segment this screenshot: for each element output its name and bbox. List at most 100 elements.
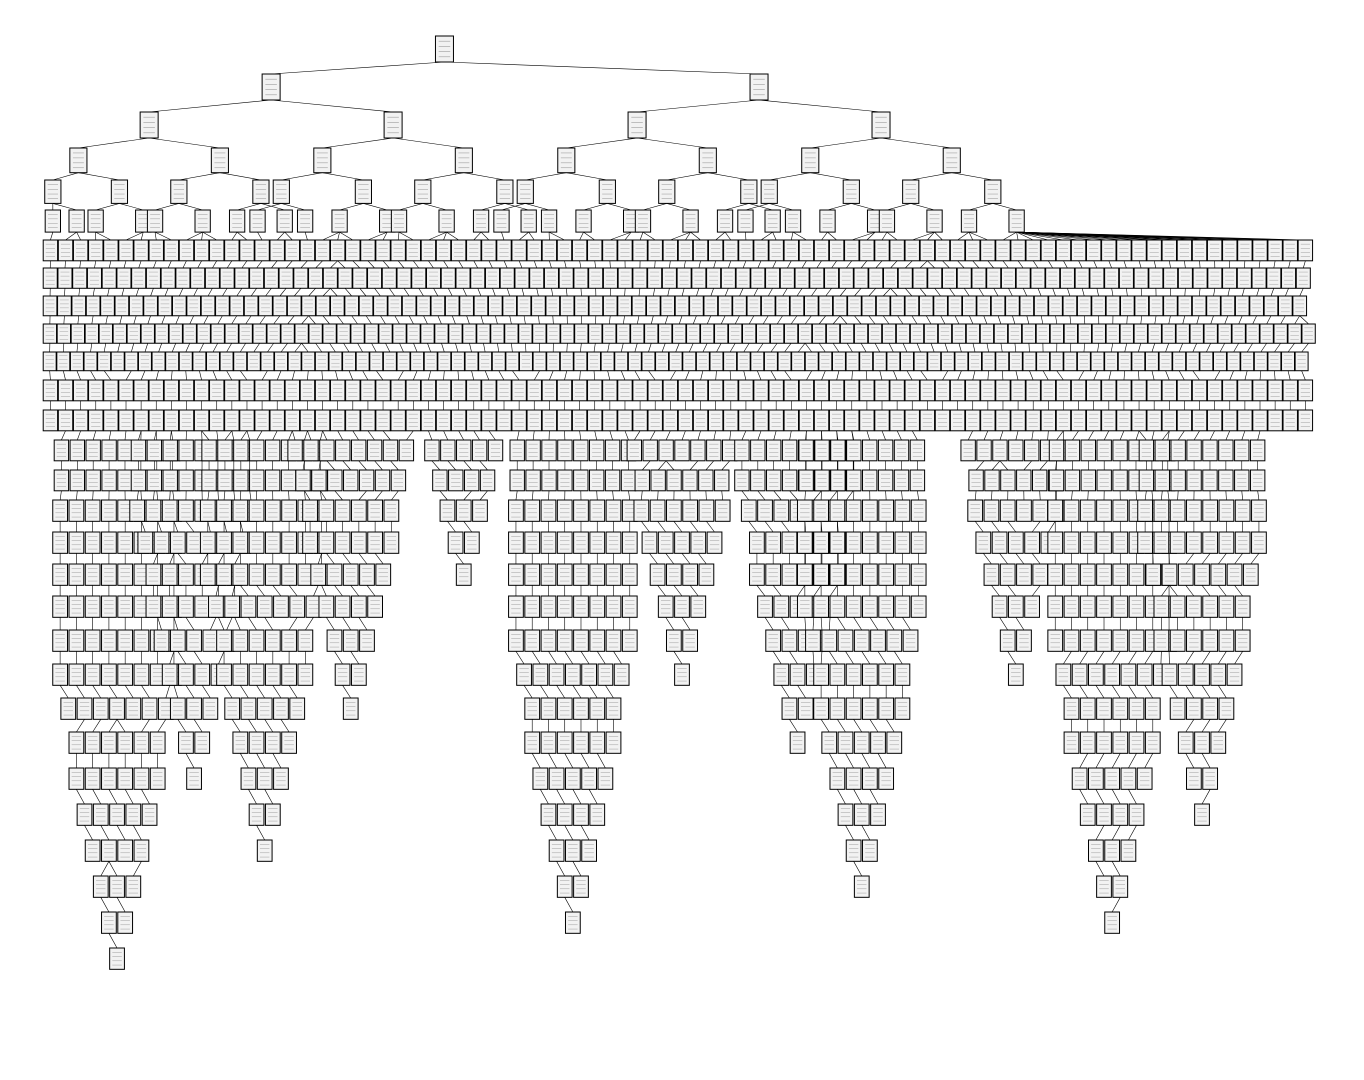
tree-node — [643, 440, 657, 461]
tree-node — [104, 380, 118, 401]
tree-node — [497, 380, 511, 401]
tree-node — [606, 698, 621, 719]
tree-node — [172, 296, 186, 316]
tree-node — [1008, 596, 1023, 617]
tree-node — [601, 352, 614, 371]
tree-node — [992, 532, 1007, 553]
tree-node — [1071, 240, 1085, 261]
tree-node — [541, 500, 556, 521]
tree-node — [751, 440, 765, 461]
tree-node — [826, 324, 839, 343]
tree-node — [512, 380, 526, 401]
tree-node — [1250, 440, 1264, 461]
tree-node — [996, 410, 1010, 431]
tree-node — [421, 380, 435, 401]
tree-node — [635, 210, 650, 232]
tree-node — [61, 698, 76, 719]
tree-node — [473, 500, 488, 521]
tree-node — [346, 240, 360, 261]
tree-node — [473, 210, 488, 232]
tree-node — [200, 500, 215, 521]
tree-node — [70, 352, 83, 371]
tree-node — [69, 664, 84, 685]
tree-node — [455, 148, 472, 173]
tree-node — [557, 240, 571, 261]
tree-node — [750, 564, 765, 585]
tree-node — [1105, 768, 1120, 789]
tree-node — [898, 268, 912, 288]
tree-node — [761, 180, 777, 203]
tree-node — [1064, 500, 1079, 521]
tree-node — [1253, 380, 1267, 401]
tree-node — [162, 596, 177, 617]
tree-node — [1252, 532, 1267, 553]
tree-node — [1237, 268, 1251, 288]
tree-node — [729, 324, 742, 343]
tree-node — [603, 268, 617, 288]
tree-node — [200, 564, 215, 585]
tree-node — [142, 698, 157, 719]
tree-node — [191, 268, 205, 288]
tree-node — [890, 240, 904, 261]
tree-node — [830, 596, 845, 617]
tree-node — [250, 470, 264, 491]
tree-node — [233, 532, 248, 553]
tree-node — [708, 240, 722, 261]
tree-node — [606, 564, 621, 585]
tree-node — [460, 296, 474, 316]
tree-node — [961, 440, 975, 461]
tree-node — [1080, 804, 1095, 825]
tree-node — [85, 532, 100, 553]
tree-node — [845, 380, 859, 401]
tree-node — [457, 440, 471, 461]
tree-node — [1089, 664, 1104, 685]
tree-node — [110, 698, 125, 719]
tree-node — [797, 564, 812, 585]
tree-node — [574, 876, 589, 897]
tree-node — [862, 296, 876, 316]
tree-node — [1170, 532, 1185, 553]
tree-node — [509, 532, 524, 553]
tree-node — [1072, 768, 1087, 789]
tree-node — [456, 268, 470, 288]
tree-node — [102, 630, 117, 651]
tree-node — [911, 500, 926, 521]
tree-node — [683, 630, 698, 651]
tree-node — [814, 240, 828, 261]
tree-node — [239, 324, 252, 343]
tree-node — [147, 440, 161, 461]
tree-node — [1026, 240, 1040, 261]
tree-node — [863, 564, 878, 585]
tree-node — [778, 352, 791, 371]
tree-node — [1235, 532, 1250, 553]
tree-node — [229, 210, 244, 232]
tree-node — [240, 380, 254, 401]
tree-node — [879, 500, 894, 521]
tree-node — [541, 732, 556, 753]
tree-node — [1134, 324, 1147, 343]
tree-node — [1204, 324, 1217, 343]
tree-node — [43, 296, 57, 316]
tree-node — [255, 240, 269, 261]
tree-node — [336, 440, 350, 461]
tree-node — [1017, 500, 1032, 521]
tree-node — [330, 410, 344, 431]
tree-node — [482, 410, 496, 431]
tree-node — [832, 352, 845, 371]
tree-node — [1064, 352, 1077, 371]
tree-node — [138, 532, 153, 553]
tree-node — [303, 532, 318, 553]
tree-node — [319, 596, 334, 617]
tree-node — [914, 352, 927, 371]
tree-node — [111, 180, 127, 203]
tree-node — [391, 410, 405, 431]
tree-node — [879, 564, 894, 585]
tree-node — [938, 324, 951, 343]
tree-node — [910, 440, 924, 461]
tree-node — [147, 470, 161, 491]
tree-node — [255, 380, 269, 401]
tree-node — [847, 470, 861, 491]
tree-node — [474, 296, 488, 316]
tree-node — [799, 380, 813, 401]
tree-node — [361, 410, 375, 431]
